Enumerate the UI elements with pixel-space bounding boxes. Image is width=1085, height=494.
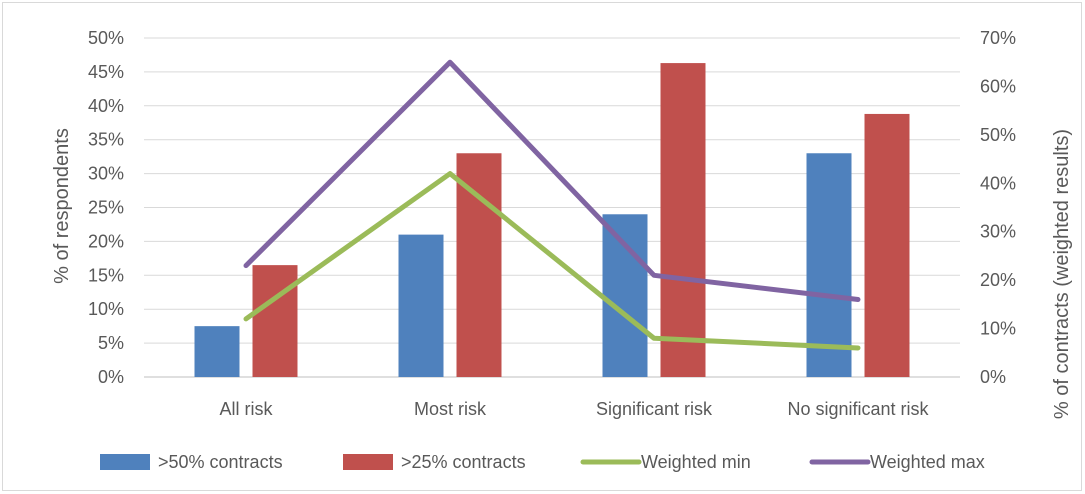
legend-swatch xyxy=(343,454,393,470)
bar xyxy=(602,214,648,377)
y-tick-label: 30% xyxy=(88,164,124,184)
y2-tick-label: 50% xyxy=(980,125,1016,145)
bar xyxy=(660,63,706,377)
y2-tick-label: 60% xyxy=(980,76,1016,96)
legend: >50% contracts >25% contracts Weighted min… xyxy=(100,452,985,472)
y-tick-label: 50% xyxy=(88,28,124,48)
y-tick-label: 35% xyxy=(88,130,124,150)
bar xyxy=(864,113,910,377)
x-tick-label: Most risk xyxy=(414,399,487,419)
bar xyxy=(398,234,444,377)
bars xyxy=(194,63,910,377)
y-tick-label: 25% xyxy=(88,198,124,218)
y2-tick-label: 30% xyxy=(980,222,1016,242)
y-tick-label: 5% xyxy=(98,333,124,353)
legend-label: >25% contracts xyxy=(401,452,526,472)
y-tick-label: 15% xyxy=(88,265,124,285)
lines xyxy=(243,59,861,351)
right-axis-ticks: 0% 10% 20% 30% 40% 50% 60% 70% xyxy=(980,28,1016,387)
y2-tick-label: 70% xyxy=(980,28,1016,48)
y2-tick-label: 0% xyxy=(980,367,1006,387)
y-tick-label: 45% xyxy=(88,62,124,82)
x-axis-ticks: All risk Most risk Significant risk No sign… xyxy=(220,399,930,419)
legend-label: Weighted min xyxy=(641,452,751,472)
bar xyxy=(806,153,852,377)
y-tick-label: 40% xyxy=(88,96,124,116)
bar xyxy=(194,326,240,377)
x-tick-label: No significant risk xyxy=(787,399,929,419)
series-line xyxy=(243,59,861,303)
y-tick-label: 0% xyxy=(98,367,124,387)
left-axis-ticks: 0% 5% 10% 15% 20% 25% 30% 35% 40% 45% 50% xyxy=(88,28,124,387)
legend-label: Weighted max xyxy=(870,452,985,472)
bar xyxy=(456,153,502,377)
y2-axis-title: % of contracts (weighted results) xyxy=(1051,129,1073,419)
y-tick-label: 10% xyxy=(88,299,124,319)
y2-tick-label: 20% xyxy=(980,270,1016,290)
legend-label: >50% contracts xyxy=(158,452,283,472)
y2-tick-label: 10% xyxy=(980,319,1016,339)
x-tick-label: All risk xyxy=(220,399,274,419)
bar xyxy=(252,265,298,377)
x-tick-label: Significant risk xyxy=(596,399,713,419)
y-axis-title: % of respondents xyxy=(51,128,73,284)
y-tick-label: 20% xyxy=(88,231,124,251)
legend-swatch xyxy=(100,454,150,470)
series-line xyxy=(243,171,861,351)
y2-tick-label: 40% xyxy=(980,173,1016,193)
